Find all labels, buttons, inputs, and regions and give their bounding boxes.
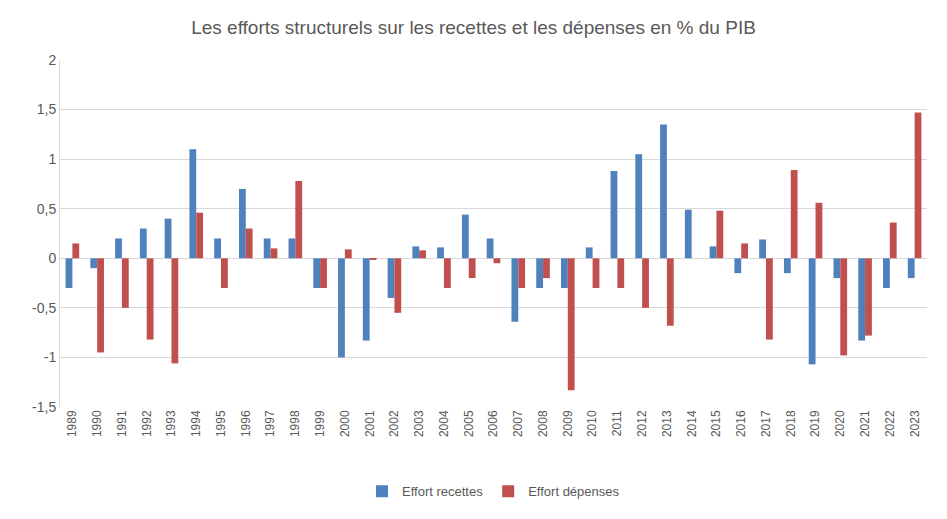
svg-text:2006: 2006 <box>486 410 500 437</box>
svg-text:1999: 1999 <box>313 410 327 437</box>
svg-text:Effort dépenses: Effort dépenses <box>528 484 619 499</box>
svg-text:0: 0 <box>48 250 56 266</box>
svg-text:1997: 1997 <box>263 410 277 437</box>
svg-text:Les efforts structurels sur le: Les efforts structurels sur les recettes… <box>191 17 756 38</box>
svg-text:2013: 2013 <box>660 410 674 437</box>
svg-text:2009: 2009 <box>561 410 575 437</box>
svg-text:2008: 2008 <box>536 410 550 437</box>
svg-text:2012: 2012 <box>635 410 649 437</box>
svg-text:2011: 2011 <box>610 410 624 436</box>
svg-text:1993: 1993 <box>164 410 178 437</box>
svg-text:1994: 1994 <box>189 410 203 437</box>
svg-text:2001: 2001 <box>363 410 377 437</box>
svg-text:1,5: 1,5 <box>37 101 57 117</box>
svg-text:1991: 1991 <box>115 410 129 437</box>
svg-text:-1,5: -1,5 <box>32 399 56 415</box>
svg-text:-1: -1 <box>44 349 57 365</box>
svg-text:-0,5: -0,5 <box>32 300 56 316</box>
svg-text:2021: 2021 <box>858 410 872 437</box>
svg-text:2022: 2022 <box>883 410 897 437</box>
svg-text:0,5: 0,5 <box>37 201 57 217</box>
svg-text:2007: 2007 <box>511 410 525 437</box>
svg-text:2000: 2000 <box>338 410 352 437</box>
svg-text:2019: 2019 <box>808 410 822 437</box>
svg-text:2017: 2017 <box>759 410 773 437</box>
svg-text:1992: 1992 <box>140 410 154 437</box>
svg-text:2004: 2004 <box>437 410 451 437</box>
svg-text:2002: 2002 <box>387 410 401 437</box>
svg-text:2014: 2014 <box>685 410 699 437</box>
svg-text:1989: 1989 <box>65 410 79 437</box>
svg-text:2005: 2005 <box>462 410 476 437</box>
svg-text:1990: 1990 <box>90 410 104 437</box>
svg-text:2016: 2016 <box>734 410 748 437</box>
svg-text:1: 1 <box>48 151 56 167</box>
svg-text:2015: 2015 <box>709 410 723 437</box>
svg-text:2020: 2020 <box>833 410 847 437</box>
svg-text:Effort recettes: Effort recettes <box>402 484 483 499</box>
svg-text:2010: 2010 <box>585 410 599 437</box>
svg-text:2018: 2018 <box>784 410 798 437</box>
svg-text:1995: 1995 <box>214 410 228 437</box>
svg-text:1998: 1998 <box>288 410 302 437</box>
svg-text:2023: 2023 <box>908 410 922 437</box>
svg-text:2: 2 <box>48 52 56 68</box>
svg-text:1996: 1996 <box>239 410 253 437</box>
svg-text:2003: 2003 <box>412 410 426 437</box>
